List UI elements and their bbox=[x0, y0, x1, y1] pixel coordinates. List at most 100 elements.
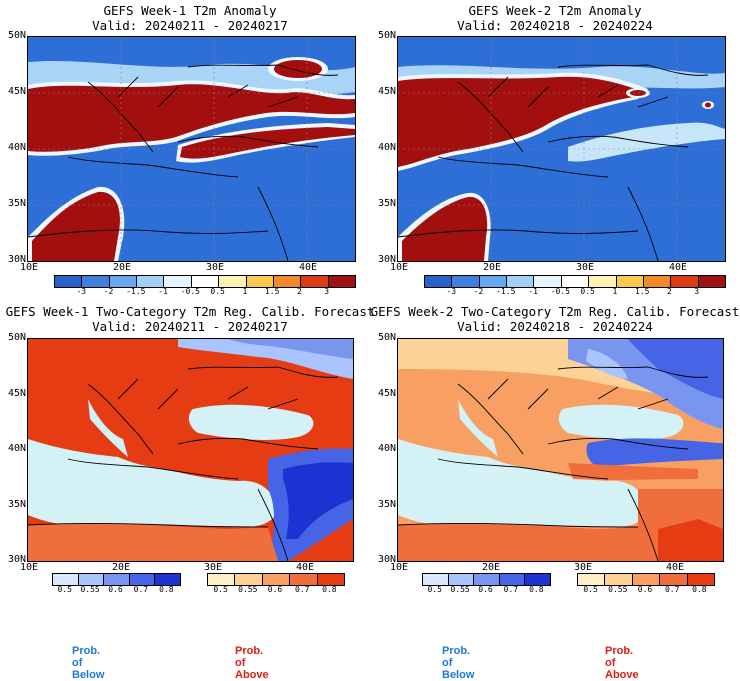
colorbar-tick-label: -0.5 bbox=[550, 287, 570, 296]
colorbar-tick-label: 0.8 bbox=[322, 585, 337, 594]
lat-label: 35N bbox=[377, 499, 396, 510]
panel-title-main: GEFS Week-2 T2m Anomaly bbox=[468, 3, 642, 18]
colorbar-swatch bbox=[616, 276, 644, 287]
lat-label: 50N bbox=[377, 30, 396, 41]
map-week1-probability bbox=[27, 338, 354, 562]
colorbar-swatch bbox=[578, 574, 606, 585]
colorbar-tick-label: 0.55 bbox=[450, 585, 470, 594]
panel-title-valid: Valid: 20240218 - 20240224 bbox=[457, 319, 653, 334]
colorbar-tick-label: 0.6 bbox=[108, 585, 123, 594]
lon-label: 30E bbox=[573, 562, 593, 573]
colorbar-swatch bbox=[448, 574, 475, 585]
colorbar-tick-label: 0.55 bbox=[80, 585, 100, 594]
colorbar-swatch bbox=[643, 276, 672, 287]
colorbar-tick-label: 0.6 bbox=[267, 585, 283, 594]
prob-below-colorbar bbox=[422, 573, 551, 586]
colorbar-tick-label: 0.8 bbox=[159, 585, 174, 594]
panel-title: GEFS Week-1 Two-Category T2m Reg. Calib.… bbox=[5, 304, 375, 334]
lat-label: 50N bbox=[7, 30, 26, 41]
colorbar-tick-label: -2 bbox=[103, 287, 114, 296]
colorbar-swatch bbox=[687, 574, 715, 585]
panel-title: GEFS Week-2 T2m Anomaly Valid: 20240218 … bbox=[370, 3, 740, 33]
legend-prob-above: Prob. of Above bbox=[235, 645, 269, 681]
colorbar-swatch bbox=[479, 276, 508, 287]
colorbar-tick-label: 0.6 bbox=[478, 585, 493, 594]
colorbar-swatch bbox=[109, 276, 138, 287]
lon-label: 10E bbox=[389, 262, 409, 273]
lon-label: 30E bbox=[575, 262, 595, 273]
colorbar-tick-label: 0.5 bbox=[213, 585, 228, 594]
colorbar-swatch bbox=[290, 574, 318, 585]
colorbar-tick-label: 1.5 bbox=[634, 287, 650, 296]
legend-prob-above: Prob. of Above bbox=[605, 645, 639, 681]
panel-title: GEFS Week-1 T2m Anomaly Valid: 20240211 … bbox=[5, 3, 375, 33]
colorbar-tick-label: -1 bbox=[528, 287, 538, 296]
colorbar-swatch bbox=[129, 574, 156, 585]
colorbar-tick-label: -3 bbox=[76, 287, 87, 296]
panel-title-valid: Valid: 20240218 - 20240224 bbox=[457, 18, 653, 33]
lon-label: 40E bbox=[298, 262, 318, 273]
colorbar-tick-label: 3 bbox=[324, 287, 330, 296]
panel-title-valid: Valid: 20240211 - 20240217 bbox=[92, 319, 288, 334]
colorbar-tick-label: 0.7 bbox=[294, 585, 310, 594]
colorbar-tick-label: -1.5 bbox=[126, 287, 146, 296]
lat-label: 35N bbox=[7, 499, 26, 510]
colorbar-swatch bbox=[235, 574, 263, 585]
lat-label: 35N bbox=[377, 198, 396, 209]
colorbar-tick-label: 0.5 bbox=[583, 585, 598, 594]
colorbar-swatch bbox=[589, 276, 617, 287]
colorbar-tick-label: 0.8 bbox=[529, 585, 544, 594]
colorbar-tick-label: 0.7 bbox=[664, 585, 680, 594]
panel-title: GEFS Week-2 Two-Category T2m Reg. Calib.… bbox=[370, 304, 740, 334]
colorbar-swatch bbox=[632, 574, 661, 585]
colorbar-swatch bbox=[137, 276, 165, 287]
colorbar-swatch bbox=[525, 574, 550, 585]
colorbar-tick-label: 3 bbox=[694, 287, 700, 296]
colorbar-swatch bbox=[246, 276, 274, 287]
lon-label: 20E bbox=[482, 262, 502, 273]
colorbar-tick-label: 0.7 bbox=[503, 585, 519, 594]
lat-label: 45N bbox=[7, 86, 26, 97]
colorbar-swatch bbox=[507, 276, 535, 287]
anomaly-colorbar bbox=[54, 275, 356, 288]
lat-label: 30N bbox=[377, 254, 396, 265]
colorbar-tick-label: 0.5 bbox=[427, 585, 442, 594]
colorbar-swatch bbox=[561, 276, 590, 287]
map-week1-anomaly bbox=[27, 36, 356, 262]
colorbar-tick-label: 0.5 bbox=[57, 585, 72, 594]
colorbar-tick-label: 2 bbox=[297, 287, 302, 296]
colorbar-tick-label: 0.5 bbox=[210, 287, 225, 296]
colorbar-swatch bbox=[317, 574, 345, 585]
panel-title-main: GEFS Week-2 Two-Category T2m Reg. Calib.… bbox=[370, 304, 740, 319]
lat-label: 40N bbox=[377, 443, 396, 454]
map-week2-probability bbox=[397, 338, 724, 562]
lat-label: 50N bbox=[377, 332, 396, 343]
colorbar-swatch bbox=[208, 574, 236, 585]
lon-label: 30E bbox=[203, 562, 223, 573]
legend-prob-below: Prob. of Below bbox=[72, 645, 105, 681]
lat-label: 35N bbox=[7, 198, 26, 209]
colorbar-tick-label: -2 bbox=[473, 287, 484, 296]
lat-label: 50N bbox=[7, 332, 26, 343]
colorbar-swatch bbox=[301, 276, 329, 287]
lon-label: 40E bbox=[668, 262, 688, 273]
colorbar-tick-label: 1.5 bbox=[264, 287, 280, 296]
lon-label: 30E bbox=[205, 262, 225, 273]
colorbar-swatch bbox=[423, 574, 449, 585]
map-week2-anomaly bbox=[397, 36, 726, 262]
colorbar-tick-label: 0.55 bbox=[608, 585, 628, 594]
colorbar-swatch bbox=[605, 574, 633, 585]
colorbar-swatch bbox=[164, 276, 192, 287]
colorbar-tick-label: 1 bbox=[612, 287, 618, 296]
colorbar-swatch bbox=[78, 574, 105, 585]
colorbar-swatch bbox=[155, 574, 180, 585]
colorbar-swatch bbox=[534, 276, 562, 287]
colorbar-swatch bbox=[499, 574, 526, 585]
anomaly-colorbar bbox=[424, 275, 726, 288]
prob-above-colorbar bbox=[577, 573, 715, 586]
colorbar-tick-label: 2 bbox=[667, 287, 672, 296]
lon-label: 20E bbox=[481, 562, 501, 573]
colorbar-swatch bbox=[191, 276, 220, 287]
lon-label: 10E bbox=[19, 562, 39, 573]
colorbar-swatch bbox=[698, 276, 725, 287]
